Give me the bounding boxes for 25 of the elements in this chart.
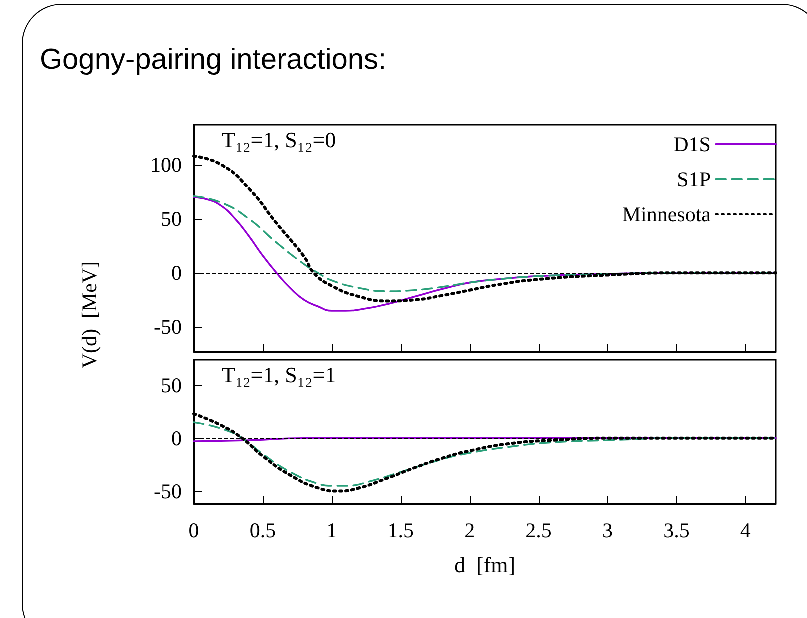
chart-title: Gogny-pairing interactions: bbox=[40, 44, 387, 77]
x-axis-title: d [fm] bbox=[454, 552, 516, 578]
x-tick-label: 0.5 bbox=[250, 518, 276, 542]
y-tick-label: 100 bbox=[150, 152, 182, 177]
x-tick-label: 1.5 bbox=[388, 518, 414, 542]
y-tick-label: 50 bbox=[161, 373, 182, 398]
x-tick-label: 2.5 bbox=[526, 518, 552, 542]
y-tick-label: 50 bbox=[161, 207, 182, 232]
line-series bbox=[193, 422, 777, 487]
y-axis-title: V(d) [MeV] bbox=[78, 261, 102, 369]
y-tick-label: 0 bbox=[172, 426, 182, 450]
legend-label: Minnesota bbox=[622, 202, 712, 226]
annotation: T₁₂=1, S₁₂=1 bbox=[222, 362, 336, 388]
annotation: T₁₂=1, S₁₂=0 bbox=[222, 128, 336, 152]
x-tick-label: 3.5 bbox=[664, 518, 690, 542]
legend-label: D1S bbox=[674, 132, 711, 156]
legend-label: S1P bbox=[677, 168, 711, 192]
x-tick-label: 4 bbox=[740, 518, 752, 542]
x-tick-label: 3 bbox=[602, 518, 613, 542]
x-tick-label: 0 bbox=[188, 518, 200, 542]
y-tick-label: 0 bbox=[172, 261, 182, 286]
x-tick-label: 2 bbox=[464, 518, 476, 542]
y-tick-label: -50 bbox=[154, 479, 182, 504]
y-tick-label: -50 bbox=[154, 315, 182, 340]
x-tick-label: 1 bbox=[326, 518, 338, 542]
